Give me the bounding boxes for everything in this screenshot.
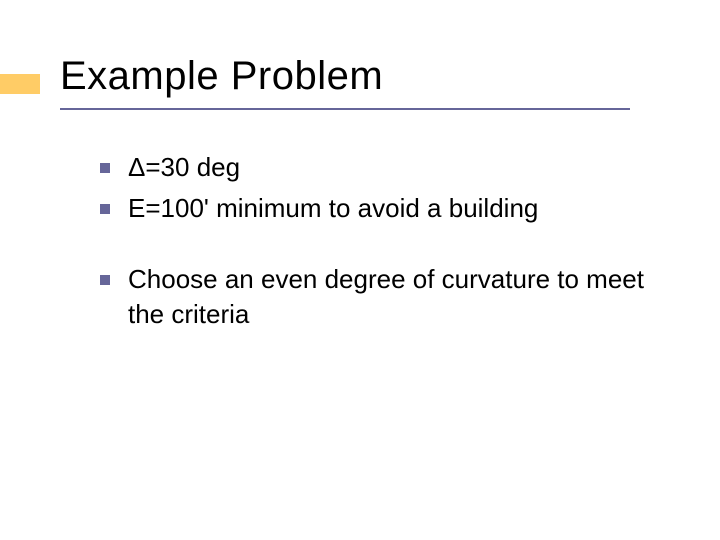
bullet-text: E=100' minimum to avoid a building	[128, 191, 538, 226]
bullet-text: Δ=30 deg	[128, 150, 240, 185]
bullet-item: Δ=30 deg	[100, 150, 660, 185]
bullet-marker-icon	[100, 163, 110, 173]
bullet-item: Choose an even degree of curvature to me…	[100, 262, 660, 332]
title-underline	[60, 108, 630, 110]
slide-title: Example Problem	[60, 54, 383, 99]
bullet-list: Δ=30 deg E=100' minimum to avoid a build…	[100, 150, 660, 338]
bullet-text: Choose an even degree of curvature to me…	[128, 262, 660, 332]
accent-bar	[0, 74, 40, 94]
bullet-marker-icon	[100, 204, 110, 214]
bullet-marker-icon	[100, 275, 110, 285]
bullet-item: E=100' minimum to avoid a building	[100, 191, 660, 226]
